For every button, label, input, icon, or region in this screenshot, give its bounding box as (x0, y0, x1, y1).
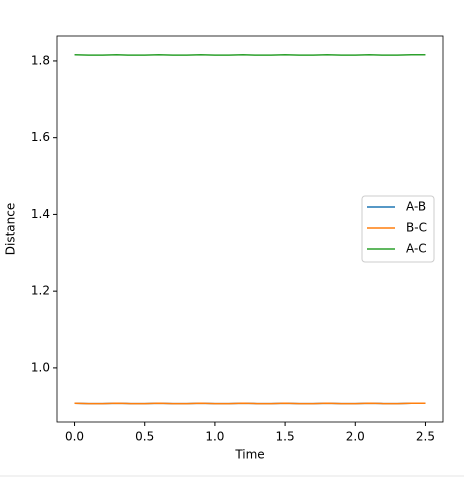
x-tick-label: 1.0 (205, 430, 224, 444)
legend-label: B-C (406, 221, 427, 235)
legend-label: A-C (406, 242, 427, 256)
y-tick-label: 1.4 (31, 207, 50, 221)
y-tick-label: 1.0 (31, 360, 50, 374)
y-axis-label: Distance (4, 203, 18, 255)
x-tick-label: 0.5 (135, 430, 154, 444)
legend-label: A-B (406, 200, 426, 214)
y-tick-label: 1.8 (31, 53, 50, 67)
x-tick-label: 2.0 (346, 430, 365, 444)
x-tick-label: 2.5 (416, 430, 435, 444)
y-tick-label: 1.6 (31, 130, 50, 144)
x-tick-label: 0.0 (65, 430, 84, 444)
y-tick-label: 1.2 (31, 284, 50, 298)
axes-frame (56, 35, 444, 423)
legend-box (361, 195, 435, 263)
x-axis-label: Time (234, 448, 264, 462)
x-tick-label: 1.5 (276, 430, 295, 444)
